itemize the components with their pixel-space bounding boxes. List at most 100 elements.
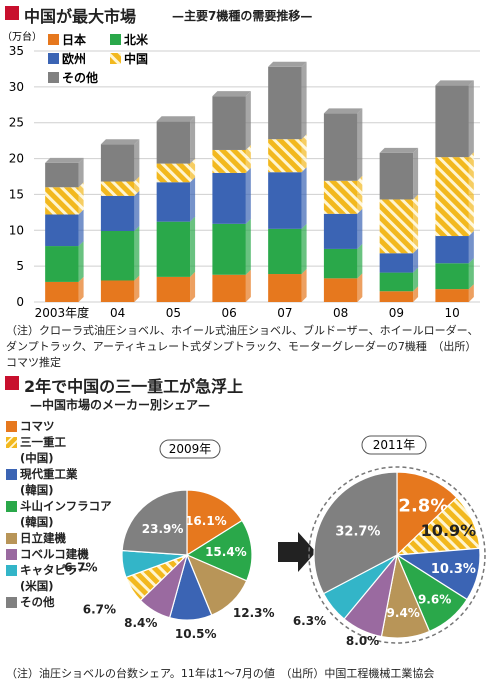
legend-label: その他 [20, 595, 55, 609]
legend-swatch [6, 532, 17, 544]
section2-marker [5, 376, 19, 390]
pie-legend: コマツ 三一重工 (中国) 現代重工業 (韓国) 斗山インフラコア (韓国) 日立建機 コベルコ… [6, 418, 136, 610]
legend-swatch [6, 436, 17, 448]
pie-charts: 16.1% 15.4% 12.3% 10.5% 8.4% 6.7% 6.7% 23.9% 200… [64, 435, 486, 648]
bar-segment [268, 66, 302, 140]
bar-segment [268, 172, 302, 229]
legend-label: 中国 [124, 51, 148, 66]
bar-segment [156, 276, 191, 302]
pie-legend-item: 現代重工業 [6, 466, 136, 482]
section2-note: （注）油圧ショベルの台数シェア。11年は1〜7月の値 （出所）中国工程機械工業協… [6, 667, 435, 680]
pie-title-box [159, 439, 221, 459]
legend-label: 欧州 [62, 51, 86, 66]
bar-segment [156, 121, 191, 164]
bar-segment [45, 214, 79, 247]
pie-slice [396, 471, 458, 557]
legend-label: 日本 [62, 32, 86, 47]
y-tick-label: 20 [9, 152, 24, 166]
bar-segment-side [357, 208, 363, 249]
bar-top [323, 108, 363, 114]
legend-swatch [6, 500, 17, 512]
legend-swatch [48, 53, 59, 64]
legend-swatch [110, 53, 121, 64]
bar-segment [212, 172, 246, 224]
legend-label: その他 [62, 70, 98, 85]
bar-segment-side [190, 158, 196, 183]
y-tick-label: 15 [9, 187, 24, 201]
legend-swatch [6, 548, 17, 560]
pie-slice [186, 489, 243, 557]
bar-segment [379, 253, 414, 273]
bar-segment [435, 157, 469, 237]
pie-outline [308, 466, 486, 644]
x-tick-label: 04 [110, 306, 125, 320]
bar-segment-side [190, 216, 196, 277]
pie-data-label: 9.4% [387, 606, 420, 620]
pie-title: 2009年 [169, 442, 212, 456]
bar-segment [100, 181, 135, 196]
x-tick-label: 08 [333, 306, 348, 320]
pie-data-label: 32.7% [335, 524, 380, 539]
bar-segment-side [245, 218, 251, 275]
bar-segment-side [190, 116, 196, 164]
x-tick-label: 07 [277, 306, 292, 320]
pie-slice [185, 519, 253, 582]
x-tick-label: 2003年度 [35, 305, 90, 320]
bar-segment-side [78, 182, 84, 215]
bar-segment-side [357, 273, 363, 302]
bar-segment-side [413, 147, 419, 200]
bar-segment-side [357, 108, 363, 181]
bar-segment-side [301, 269, 307, 302]
pie-data-label: 6.7% [83, 602, 116, 616]
pie-data-label: 10.5% [175, 627, 217, 641]
bar-segment [268, 274, 302, 302]
bar-segment-side [245, 167, 251, 224]
bar-segment [156, 182, 191, 222]
section1-title: 中国が最大市場 [24, 7, 137, 26]
legend-label: 斗山インフラコア [20, 499, 112, 513]
bar-segment [323, 278, 358, 302]
legend-label: 日立建機 [20, 531, 66, 545]
bar-segment-side [468, 258, 474, 290]
pie-data-label: 15.4% [205, 545, 247, 559]
bar-segment [435, 85, 469, 158]
section1-note: （注）クローラ式油圧ショベル、ホイール式油圧ショベル、ブルドーザー、ホイールロー… [6, 324, 479, 369]
y-tick-label: 30 [9, 80, 24, 94]
bar-segment-side [413, 267, 419, 292]
bar-segment [100, 231, 135, 281]
bar-segment-side [78, 209, 84, 247]
bar-segment [156, 221, 191, 277]
pie-data-label: 10.3% [431, 562, 476, 577]
pie-data-label: 12.8% [386, 496, 448, 517]
bar-segment [45, 246, 79, 282]
bar-top [268, 61, 307, 67]
bar-segment [379, 272, 414, 292]
legend-sublabel: (中国) [20, 451, 54, 465]
pie-title: 2011年 [373, 438, 416, 452]
legend-label: キャタピラー [20, 563, 89, 577]
bar-segment-side [134, 226, 140, 281]
bar-segment [379, 291, 414, 302]
legend-swatch [6, 468, 17, 480]
bar-segment [379, 152, 414, 200]
bar-segment-side [301, 61, 307, 140]
legend-label: コマツ [20, 419, 55, 433]
bar-segment [156, 163, 191, 183]
bar-top [156, 116, 196, 122]
bar-segment-side [245, 144, 251, 173]
pie-data-label: 8.0% [346, 634, 379, 648]
bar-segment-side [134, 139, 140, 182]
bar-segment-side [413, 248, 419, 273]
bar-segment-side [301, 167, 307, 229]
y-tick-label: 35 [9, 44, 24, 58]
x-tick-label: 05 [166, 306, 181, 320]
bar-segment-side [245, 91, 251, 150]
pie-data-label: 12.3% [233, 606, 275, 620]
bar-segment-side [245, 269, 251, 302]
bar-segment-side [413, 286, 419, 302]
bar-segment [212, 223, 246, 275]
legend-label: 現代重工業 [20, 467, 78, 481]
bar-segment [45, 281, 79, 302]
